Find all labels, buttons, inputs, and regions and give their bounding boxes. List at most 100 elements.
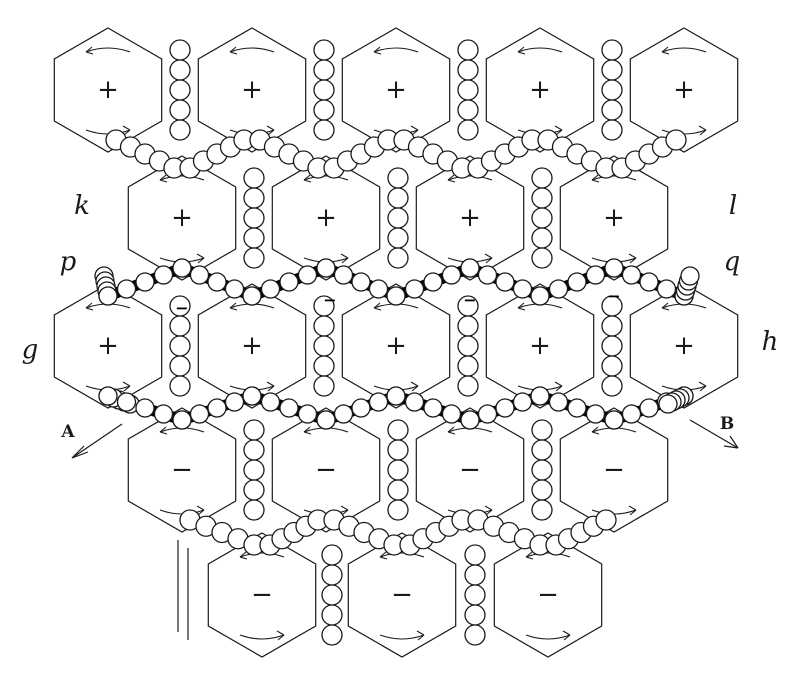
particle-vertical xyxy=(169,315,191,337)
particle-vertical xyxy=(601,79,623,101)
particle-vertical xyxy=(464,624,486,646)
arrowhead-icon xyxy=(628,253,637,264)
arrowhead-icon xyxy=(276,630,285,641)
chain-particle xyxy=(172,410,192,430)
particle-vertical xyxy=(601,59,623,81)
hexagon-cell xyxy=(341,283,451,409)
chain-bead-mark: − xyxy=(607,287,620,306)
chain-particle xyxy=(279,272,299,292)
particle-vertical xyxy=(457,59,479,81)
particle-vertical xyxy=(464,544,486,566)
chain-particle xyxy=(404,279,425,299)
particle-vertical xyxy=(531,479,553,501)
chain-particle xyxy=(460,258,480,278)
arrowhead-icon xyxy=(484,253,493,264)
particle-vertical xyxy=(531,439,553,461)
chain-bead-mark: − xyxy=(463,291,476,310)
hexagon-cell xyxy=(197,27,307,153)
rotation-arrow-icon xyxy=(239,552,285,558)
chain-particle xyxy=(153,404,174,424)
arrowhead-icon xyxy=(698,381,707,392)
arrowhead-icon xyxy=(239,551,248,560)
chain-particle xyxy=(495,272,515,292)
positive-sign: + xyxy=(97,331,119,361)
chain-particle xyxy=(386,386,406,406)
rotation-arrow-icon xyxy=(159,175,205,181)
chain-particle xyxy=(604,410,624,430)
rotation-arrow-icon xyxy=(525,634,571,640)
chain-particle xyxy=(621,404,642,424)
particle-vertical xyxy=(531,167,553,189)
positive-sign: + xyxy=(529,331,551,361)
chain-particle xyxy=(333,265,354,285)
current-out-arrow-B xyxy=(689,419,739,449)
chain-particle xyxy=(316,410,336,430)
particle-vertical xyxy=(169,375,191,397)
particle-vertical xyxy=(321,624,343,646)
particle-vertical xyxy=(457,99,479,121)
particle-vertical xyxy=(387,459,409,481)
particle-vertical xyxy=(457,355,479,377)
particle-vertical xyxy=(601,335,623,357)
hexagon-cell xyxy=(197,283,307,409)
arrowhead-icon xyxy=(410,125,419,136)
positive-sign: + xyxy=(459,203,481,233)
chain-particle xyxy=(404,392,425,412)
label-q: q xyxy=(724,247,741,277)
particle-vertical xyxy=(387,419,409,441)
chain-particle xyxy=(207,272,227,292)
rotation-arrow-icon xyxy=(447,175,493,181)
particle-vertical xyxy=(169,59,191,81)
chain-particle xyxy=(351,272,371,292)
arrowhead-icon xyxy=(85,302,94,311)
chain-particle xyxy=(189,265,210,285)
particle-vertical xyxy=(243,187,265,209)
particle-vertical xyxy=(464,584,486,606)
arrowhead-icon xyxy=(340,505,349,516)
hexagon-cell xyxy=(53,283,163,409)
particle-vertical xyxy=(313,39,335,61)
hexagon-cell xyxy=(415,155,525,281)
positive-sign: + xyxy=(241,75,263,105)
particle-vertical xyxy=(531,419,553,441)
particle-vertical xyxy=(387,479,409,501)
chain-particle xyxy=(567,272,587,292)
chain-particle xyxy=(279,398,299,418)
arrowhead-A xyxy=(71,445,89,459)
negative-sign: − xyxy=(603,455,625,485)
arrowhead-icon xyxy=(266,381,275,392)
chain-particle xyxy=(224,279,245,299)
hexagon-cell xyxy=(559,155,669,281)
chain-particle xyxy=(351,398,371,418)
chain-bead-mark: − xyxy=(323,291,336,310)
particle-vertical xyxy=(601,119,623,141)
arrowhead-icon xyxy=(229,46,238,55)
particle-vertical xyxy=(387,227,409,249)
label-g: g xyxy=(22,335,39,365)
particle-vertical xyxy=(313,99,335,121)
particle-vertical xyxy=(387,207,409,229)
cell-signs: + + + + + + + + + + + + + + − − − − − − − − − − − xyxy=(97,75,695,610)
arrowhead-icon xyxy=(373,46,382,55)
particle-vertical xyxy=(531,227,553,249)
particle-vertical xyxy=(457,335,479,357)
arrowhead-icon xyxy=(266,125,275,136)
particle-vertical xyxy=(243,167,265,189)
chain-particle xyxy=(495,398,515,418)
rotation-arrow-icon xyxy=(379,634,425,640)
positive-sign: + xyxy=(673,75,695,105)
hexagon-cell xyxy=(127,155,237,281)
chain-particle xyxy=(98,386,118,406)
chain-particle xyxy=(530,286,550,306)
label-l: l xyxy=(729,191,737,221)
particle-vertical xyxy=(387,187,409,209)
particle-vertical xyxy=(457,79,479,101)
arrowhead-icon xyxy=(661,302,670,311)
particle-vertical xyxy=(457,119,479,141)
hexagon-cell xyxy=(347,532,457,658)
particle-vertical xyxy=(313,375,335,397)
arrowhead-icon xyxy=(196,505,205,516)
chain-particle xyxy=(604,258,624,278)
